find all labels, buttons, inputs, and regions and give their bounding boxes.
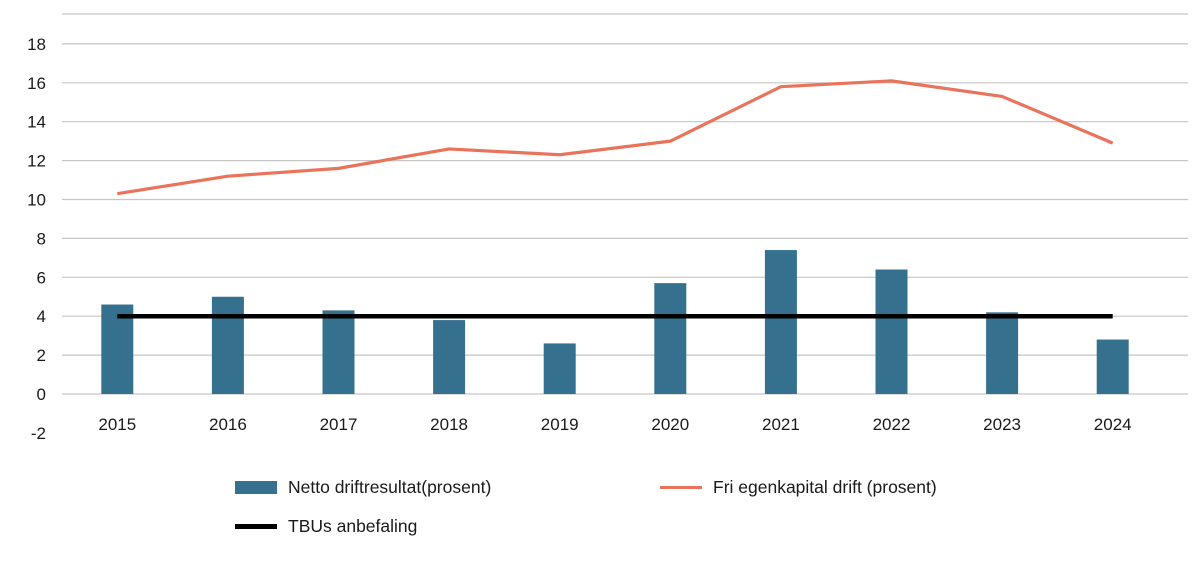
chart-canvas: -2 0 2 4 6 8 10 12 14 16 18 2015 2016 2017 2018 2019 202… [27,13,1188,443]
legend-label-fri-egenkapital: Fri egenkapital drift (prosent) [713,477,937,497]
bar-2022 [875,269,908,394]
x-axis-label: 2016 [209,415,247,434]
y-axis-label: 16 [27,74,46,93]
y-axis-label: 10 [27,191,46,210]
line-series-1 [117,79,1114,196]
legend-label-tbu-anbefaling: TBUs anbefaling [288,515,418,536]
bar-2018 [433,320,466,394]
bar-2021 [764,250,797,394]
line-swatch-icon [660,486,702,490]
x-axis-label: 2024 [1094,415,1132,434]
y-axis-label: 4 [37,307,46,326]
chart-legend: Netto driftresultat(prosent) Fri egenkap… [235,477,1198,536]
bar-2016 [211,296,244,394]
y-axis-label: 18 [27,35,46,54]
bar-2024 [1096,339,1129,394]
x-axis-label: 2023 [983,415,1021,434]
y-axis-label: 12 [27,152,46,171]
legend-item-tbu-anbefaling: TBUs anbefaling [235,515,660,536]
line-swatch-thick-icon [235,524,277,529]
bar-2023 [986,312,1019,394]
y-axis-label: 14 [27,113,46,132]
x-axis-label: 2021 [762,415,800,434]
bar-2020 [654,283,687,394]
x-axis-label: 2018 [430,415,468,434]
x-axis-label: 2022 [873,415,911,434]
bar-2015 [101,304,134,394]
y-axis-label: 6 [37,268,46,287]
legend-item-netto-driftresultat: Netto driftresultat(prosent) [235,477,660,497]
bar-2017 [322,310,355,394]
bar-2019 [543,343,576,394]
legend-label-netto-driftresultat: Netto driftresultat(prosent) [288,477,492,497]
x-axis-label: 2020 [651,415,689,434]
legend-item-fri-egenkapital: Fri egenkapital drift (prosent) [660,477,1198,497]
x-axis-label: 2015 [98,415,136,434]
y-axis-label: -2 [31,424,46,443]
y-axis-label: 0 [37,385,46,404]
y-axis-label: 2 [37,346,46,365]
x-axis-label: 2017 [320,415,358,434]
bar-swatch-icon [235,481,277,495]
x-axis-label: 2019 [541,415,579,434]
y-axis-label: 8 [37,229,46,248]
